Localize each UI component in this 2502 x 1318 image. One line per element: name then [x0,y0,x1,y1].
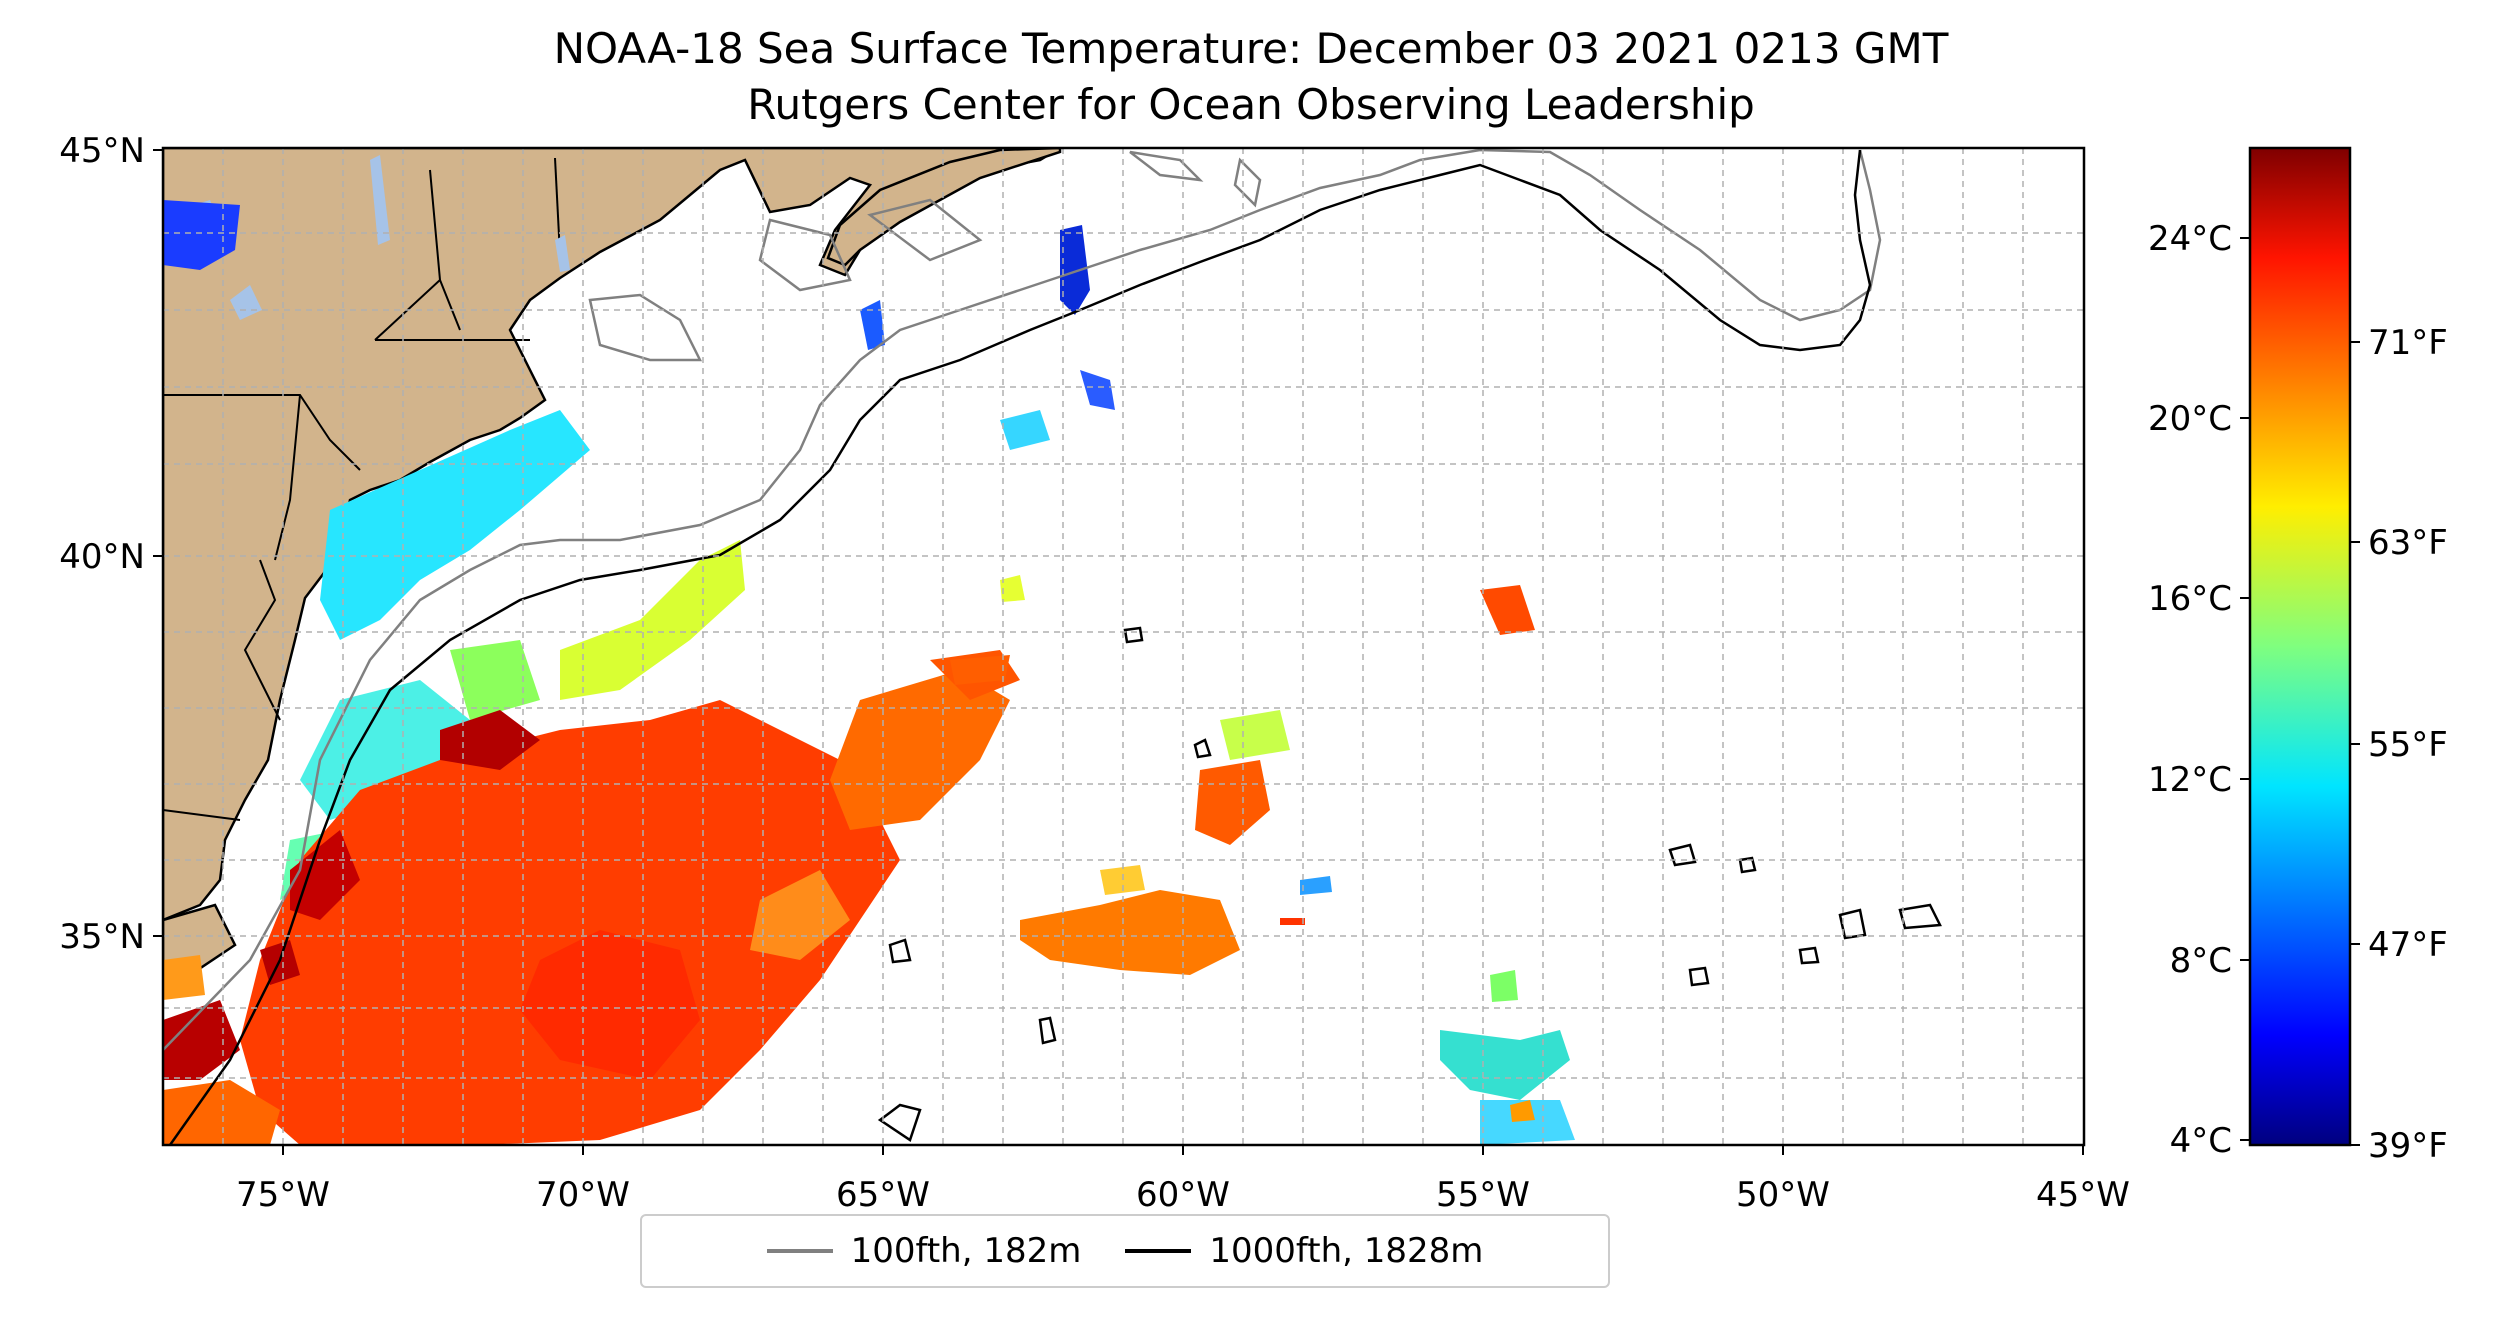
legend-label: 1000fth, 1828m [1209,1231,1484,1271]
lon-tick-label: 60°W [1136,1175,1230,1215]
legend-item-100fth: 100fth, 182m [766,1231,1082,1271]
lon-tick-label: 70°W [536,1175,630,1215]
lon-tick-label: 75°W [236,1175,330,1215]
colorbar [2248,146,2352,1147]
legend-line-gray [766,1249,833,1253]
fahrenheit-tick-label: 39°F [2368,1126,2448,1166]
map-subtitle: Rutgers Center for Ocean Observing Leade… [747,80,1755,129]
map-gridlines [163,148,2084,1145]
lon-tick-label: 65°W [836,1175,930,1215]
legend: 100fth, 182m 1000fth, 1828m [640,1214,1610,1288]
fahrenheit-tick-label: 47°F [2368,925,2448,965]
lon-ticks [282,1145,2084,1155]
lon-tick-label: 50°W [1736,1175,1830,1215]
fahrenheit-tick-label: 71°F [2368,323,2448,363]
map-border [161,146,2086,1147]
fahrenheit-tick-label: 55°F [2368,725,2448,765]
legend-label: 100fth, 182m [850,1231,1082,1271]
legend-item-1000fth: 1000fth, 1828m [1125,1231,1483,1271]
bathymetry-1000fth [168,149,1942,1145]
celsius-tick-label: 12°C [2148,760,2232,800]
lat-ticks [153,149,163,937]
lat-tick-label: 35°N [59,917,145,957]
lat-tick-label: 45°N [59,131,145,171]
celsius-tick-label: 4°C [2170,1121,2232,1161]
fahrenheit-tick-label: 63°F [2368,523,2448,563]
map-content [163,148,2084,1145]
lon-tick-label: 55°W [1436,1175,1530,1215]
celsius-tick-label: 16°C [2148,579,2232,619]
colorbar-ticks [2240,237,2360,1146]
bathymetry-100fth [163,148,1882,1051]
lon-tick-label: 45°W [2036,1175,2130,1215]
sst-data [163,200,1575,1145]
land-nova-scotia [826,148,1062,267]
legend-line-black [1125,1249,1192,1253]
celsius-tick-label: 20°C [2148,399,2232,439]
celsius-tick-label: 24°C [2148,219,2232,259]
map-title: NOAA-18 Sea Surface Temperature: Decembe… [553,24,1949,73]
celsius-tick-label: 8°C [2170,941,2232,981]
state-borders [163,157,561,821]
lat-tick-label: 40°N [59,537,145,577]
